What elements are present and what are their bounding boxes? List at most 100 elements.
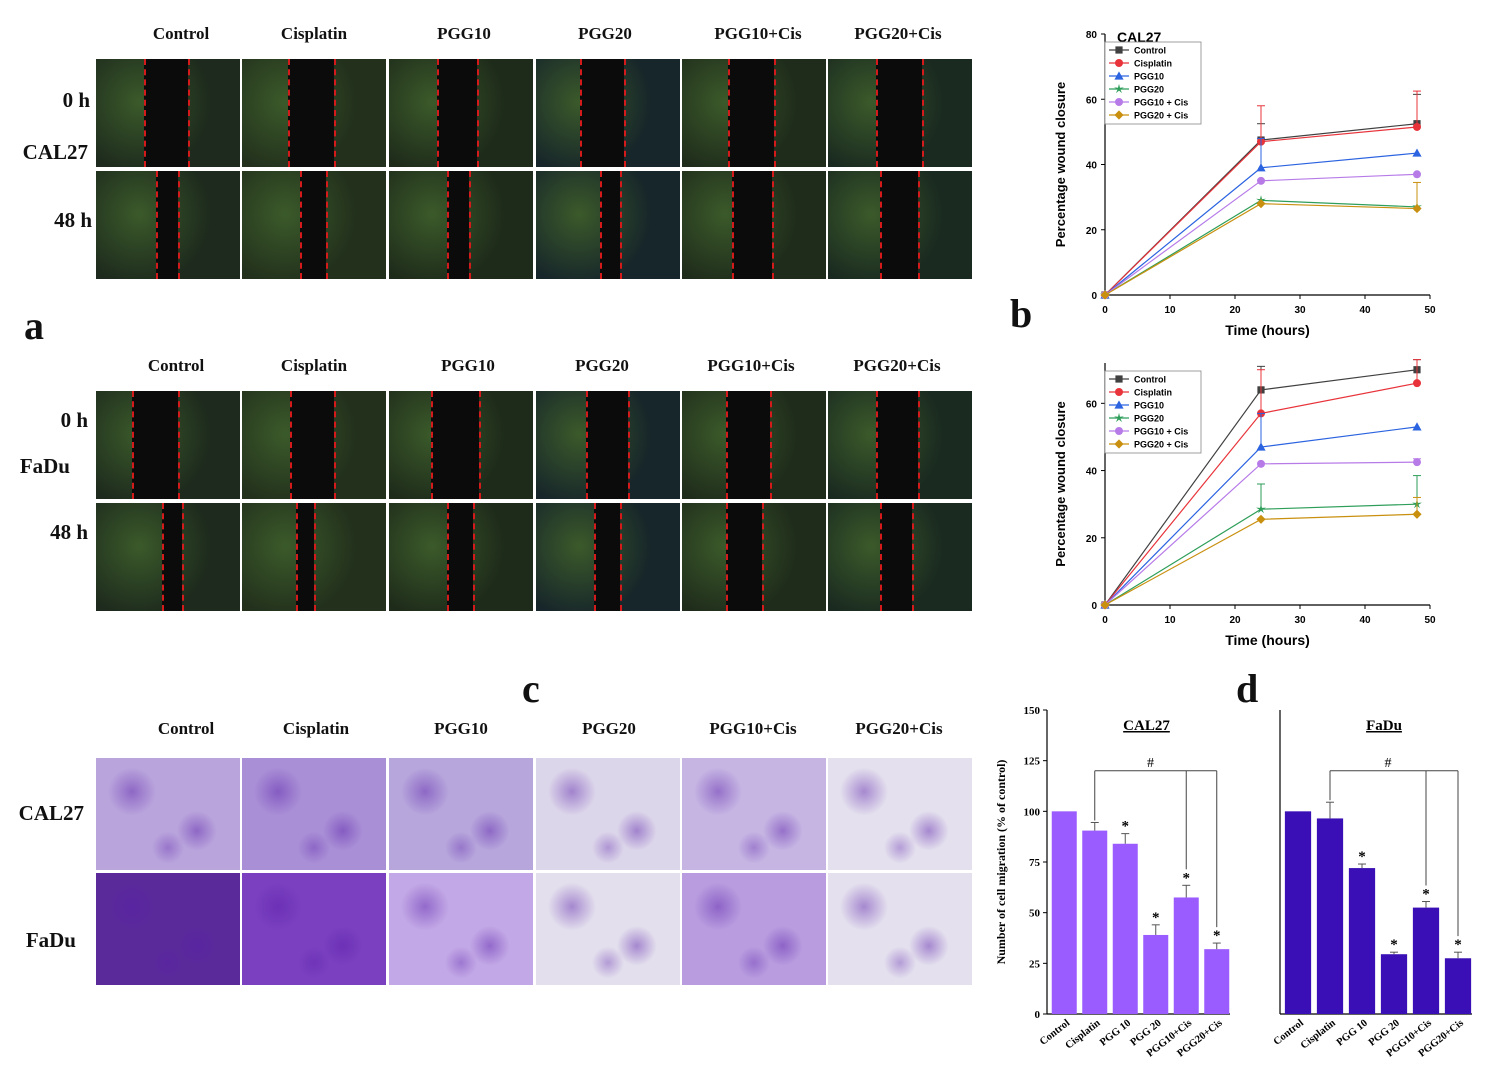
scratch-image [827, 170, 973, 280]
legend-label: Cisplatin [1134, 388, 1172, 398]
wound-edge-line [912, 503, 914, 611]
wound-edge-line [880, 171, 882, 279]
col-header: PGG20 [575, 356, 629, 375]
col-header: PGG10 [437, 24, 491, 43]
wound-edge-line [477, 59, 479, 167]
col-header: PGG10 [434, 719, 488, 738]
data-point [1413, 170, 1421, 179]
col-header: PGG20+Cis [853, 356, 941, 375]
category-label: PGG 10 [1098, 1018, 1133, 1049]
wound-gap [728, 59, 774, 167]
legend-box [1104, 41, 1202, 125]
bar [1082, 830, 1108, 1014]
legend-label: Control [1134, 375, 1166, 385]
col-header: PGG20+Cis [855, 719, 943, 738]
scratch-image [95, 170, 241, 280]
wound-gap [296, 503, 314, 611]
transwell-image [95, 872, 241, 986]
legend-label: Cisplatin [1134, 59, 1172, 69]
wound-edge-line [876, 391, 878, 499]
legend-marker [1115, 388, 1123, 396]
transwell-image [681, 757, 827, 871]
scratch-image [827, 390, 973, 500]
transwell-image [95, 757, 241, 871]
row-label-48h: 48 h [54, 208, 92, 232]
scratch-image [827, 58, 973, 168]
data-point [1256, 442, 1266, 451]
significance-mark: * [1122, 819, 1130, 835]
significance-mark: * [1213, 928, 1221, 944]
legend-marker [1114, 71, 1124, 80]
wound-edge-line [288, 59, 290, 167]
bracket-label: # [1147, 756, 1154, 771]
col-header: PGG20+Cis [854, 24, 942, 43]
line-chart-cal27: 0 10 20 30 40 50 0 20 40 60 80 Time (hours) Percenta… [1053, 29, 1436, 338]
significance-mark: * [1358, 849, 1366, 865]
category-label: PGG 10 [1335, 1018, 1370, 1049]
bar [1284, 811, 1312, 1014]
row-label-0h: 0 h [62, 88, 90, 112]
wound-edge-line [922, 59, 924, 167]
scratch-image [681, 58, 827, 168]
y-axis-label: Percentage wound closure [1053, 401, 1068, 566]
wound-edge-line [774, 59, 776, 167]
wound-gap [156, 171, 178, 279]
wound-gap [162, 503, 182, 611]
bracket-label: # [1385, 756, 1392, 771]
y-tick-label: 0 [1035, 1009, 1041, 1021]
x-axis-label: Time (hours) [1225, 632, 1310, 648]
wound-edge-line [762, 503, 764, 611]
x-tick-label: 0 [1102, 305, 1108, 316]
transwell-image [388, 872, 534, 986]
bar [1444, 958, 1472, 1014]
chart-title: CAL27 [1117, 29, 1162, 45]
scratch-image [681, 502, 827, 612]
scratch-image [535, 170, 681, 280]
wound-edge-line [447, 503, 449, 611]
wound-edge-line [300, 171, 302, 279]
data-point [1413, 122, 1421, 131]
wound-edge-line [918, 171, 920, 279]
scratch-image [241, 170, 387, 280]
y-tick-label: 40 [1086, 161, 1098, 172]
scratch-image [95, 390, 241, 500]
line-chart-fadu: 0 10 20 30 40 50 0 20 40 60 Time (hours) Percentage… [1053, 359, 1436, 648]
y-axis-label: Number of cell migration (% of control) [994, 760, 1008, 965]
panel-letter-a: a [24, 303, 44, 348]
x-tick-label: 40 [1359, 305, 1371, 316]
y-tick-label: 125 [1024, 756, 1041, 768]
col-header: Cisplatin [280, 356, 348, 375]
x-tick-label: 0 [1102, 615, 1108, 626]
wound-gap [144, 59, 188, 167]
legend-label: Control [1134, 46, 1166, 56]
wound-edge-line [620, 171, 622, 279]
x-tick-label: 20 [1229, 305, 1241, 316]
wound-edge-line [600, 171, 602, 279]
wound-edge-line [479, 391, 481, 499]
wound-edge-line [728, 59, 730, 167]
x-tick-label: 10 [1164, 615, 1176, 626]
significance-mark: * [1183, 870, 1191, 886]
bar [1143, 934, 1169, 1014]
wound-edge-line [182, 503, 184, 611]
scratch-assay-cal27: Control Cisplatin PGG10 PGG20 PGG10+Cis … [0, 20, 980, 290]
column-headers: Control Cisplatin PGG10 PGG20 PGG10+Cis … [95, 24, 975, 48]
legend-marker [1114, 83, 1124, 94]
wound-edge-line [772, 171, 774, 279]
data-point [1256, 163, 1266, 172]
row-label-cal27: CAL27 [18, 801, 84, 825]
legend-label: PGG20 + Cis [1134, 111, 1188, 121]
data-point [1257, 176, 1265, 185]
wound-gap [880, 503, 912, 611]
wound-gap [447, 503, 473, 611]
data-point [1412, 203, 1422, 214]
data-point [1256, 514, 1266, 524]
panel-letter-d: d [1236, 666, 1259, 711]
category-label: Cisplatin [1299, 1018, 1338, 1052]
x-tick-label: 30 [1294, 305, 1306, 316]
col-header: PGG20 [578, 24, 632, 43]
col-header: Control [157, 719, 215, 738]
legend-label: PGG10 + Cis [1134, 427, 1188, 437]
scratch-image-grid [95, 390, 975, 612]
significance-mark: * [1422, 887, 1430, 903]
